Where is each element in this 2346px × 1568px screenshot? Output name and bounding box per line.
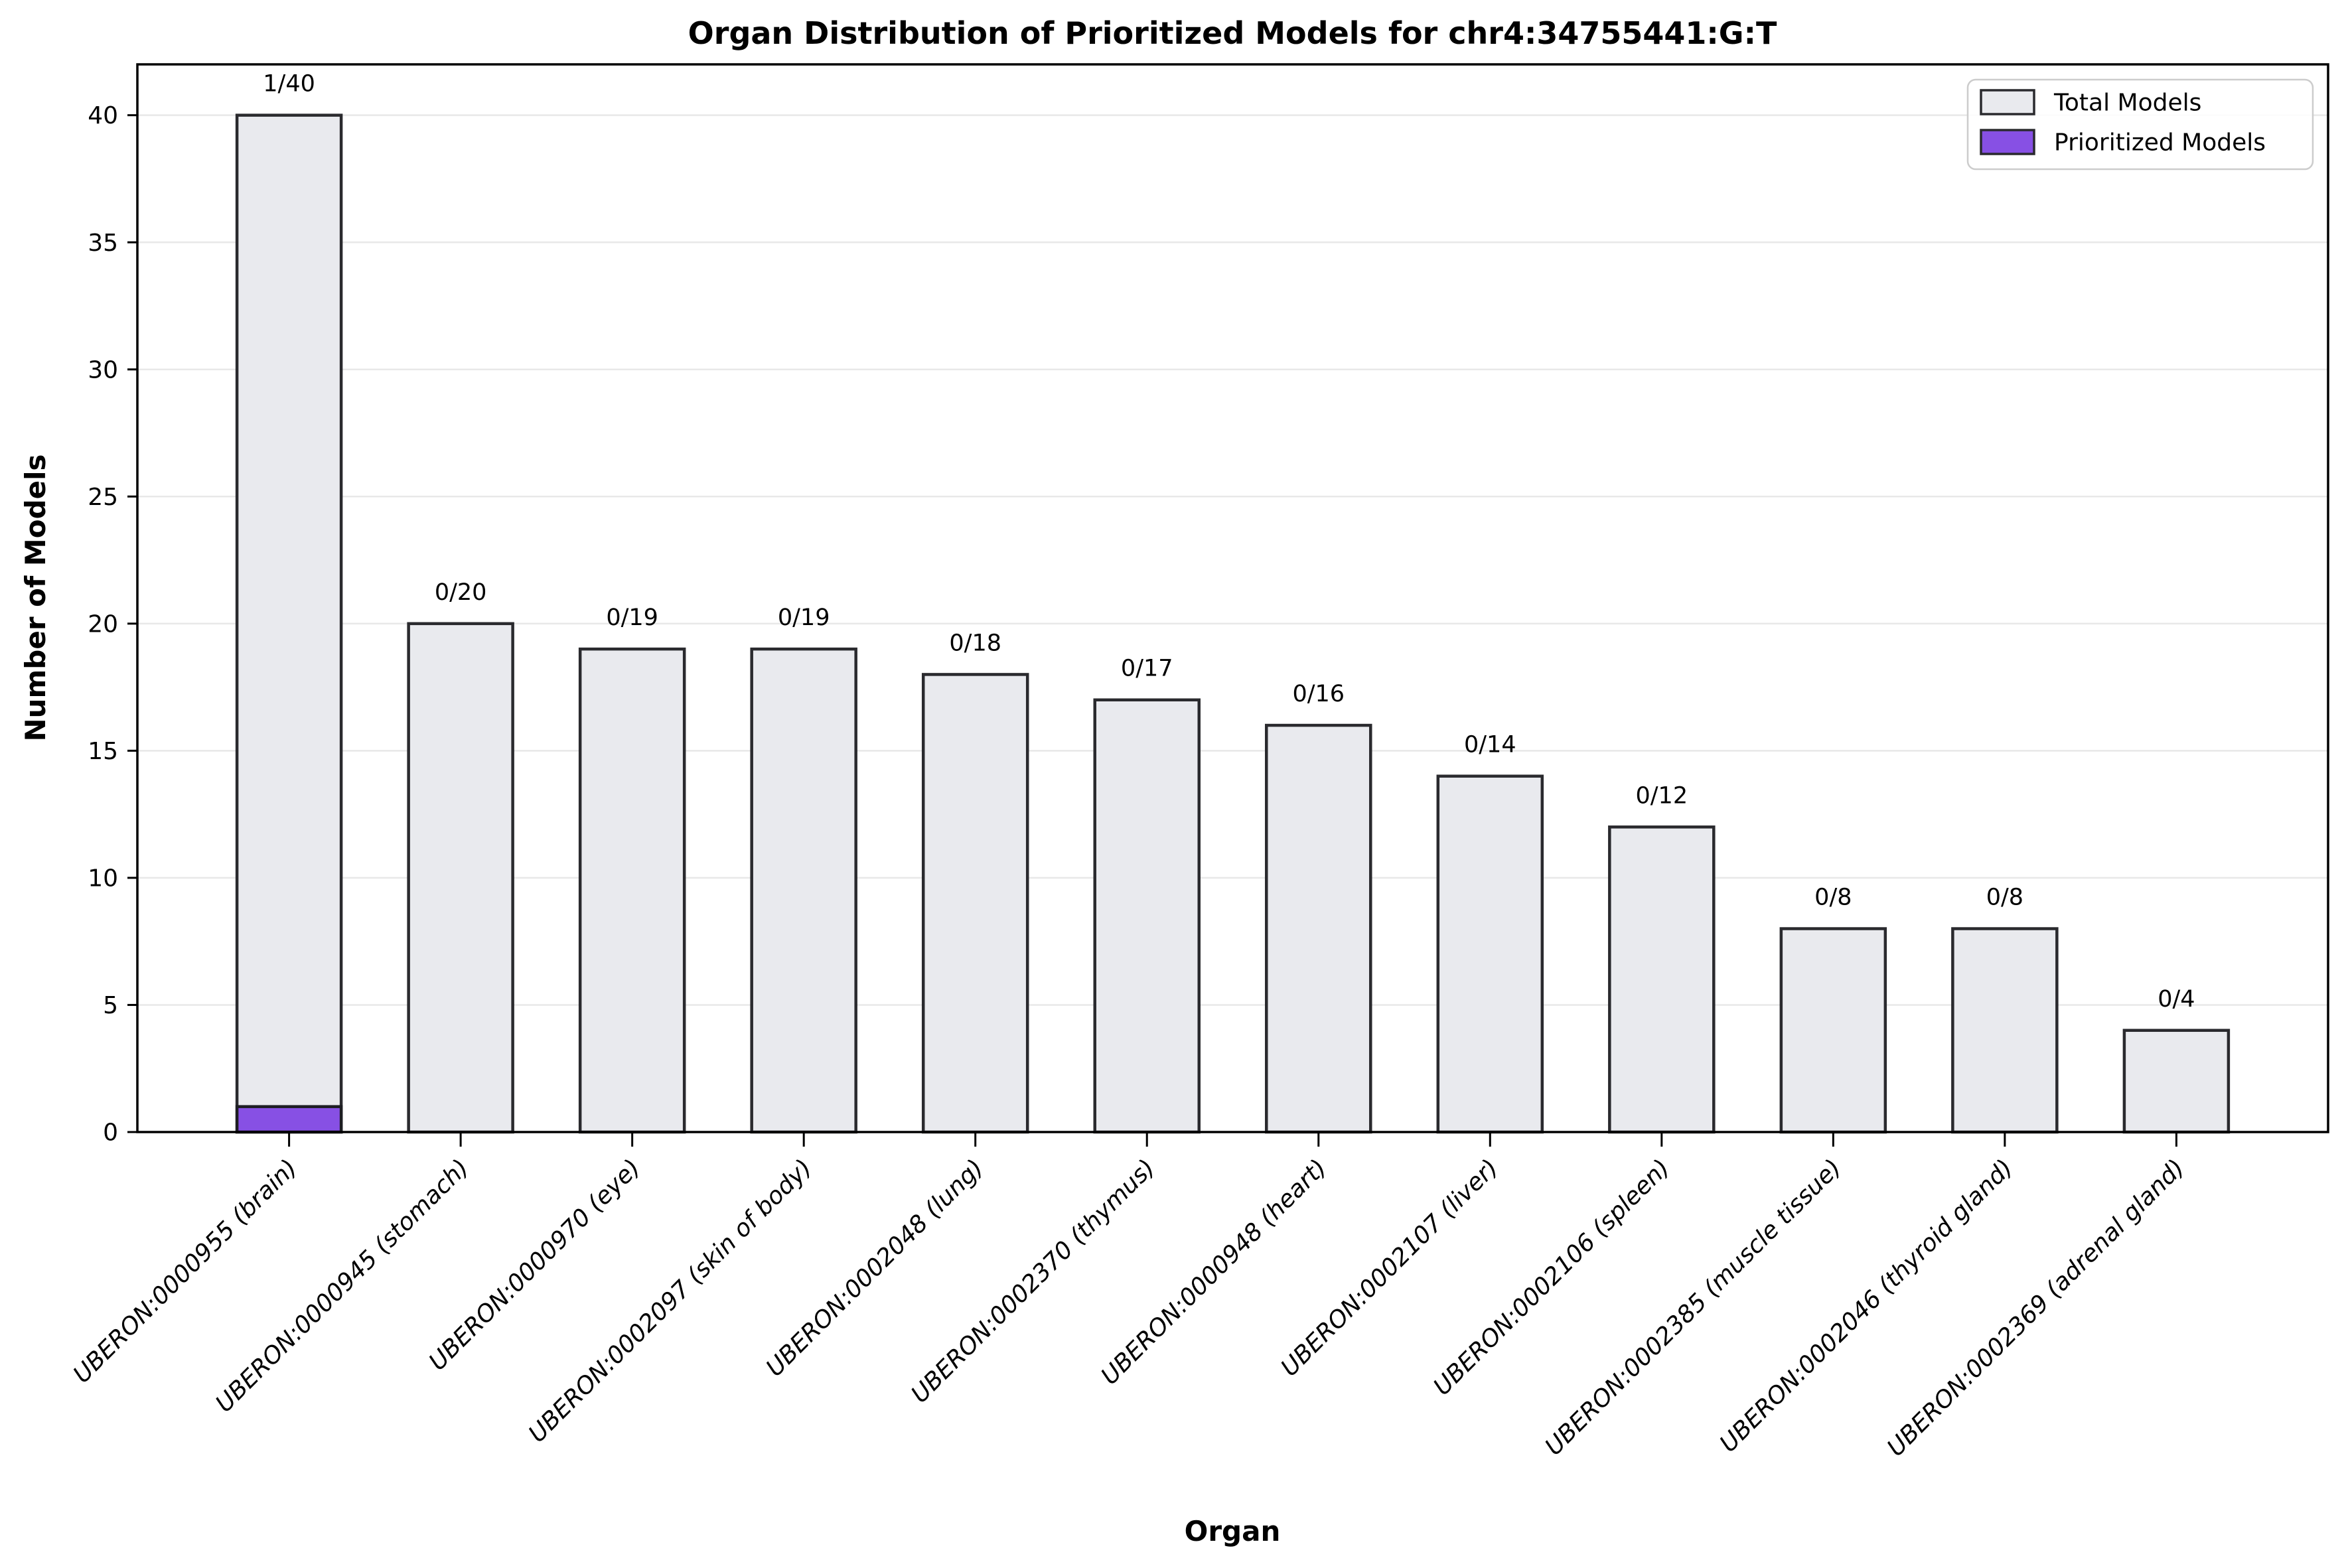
legend: Total Models Prioritized Models — [1966, 78, 2314, 171]
bar-total — [1093, 698, 1201, 1134]
bar-prioritized — [235, 1105, 343, 1134]
y-tick-label: 15 — [88, 738, 118, 765]
bar-total — [1608, 825, 1716, 1134]
y-tick-label: 35 — [88, 230, 118, 257]
y-tick-label: 40 — [88, 102, 118, 129]
bar-total — [750, 647, 857, 1134]
x-tick-label: UBERON:0002046 (thyroid gland) — [1715, 1154, 2019, 1458]
legend-box — [1966, 78, 2314, 171]
bar-total — [1951, 927, 2059, 1134]
x-tick-label: UBERON:0002369 (adrenal gland) — [1882, 1154, 2190, 1462]
x-tick-label: UBERON:0002385 (muscle tissue) — [1540, 1154, 1846, 1461]
bars-layer — [235, 113, 2231, 1134]
legend-swatch-prioritized-models — [1980, 129, 2035, 155]
bar-value-label: 0/4 — [2158, 986, 2195, 1013]
x-axis-title: Organ — [1185, 1515, 1281, 1547]
bar-value-label: 0/14 — [1464, 732, 1516, 758]
plot-spines — [136, 63, 2329, 1133]
bar-total — [1436, 774, 1544, 1134]
legend-swatch-total-models — [1980, 89, 2035, 115]
bar-value-label: 0/8 — [1986, 885, 2023, 911]
bar-value-label: 0/17 — [1121, 656, 1173, 682]
bar-total — [2122, 1029, 2231, 1134]
x-tick-label: UBERON:0002097 (skin of body) — [524, 1154, 818, 1448]
bar-total — [1779, 927, 1887, 1134]
bar-labels-layer: 1/40 0/20 0/19 0/19 0/18 0/17 0/16 0/14 0/12 0/8 0… — [263, 71, 2195, 1013]
y-axis-title: Number of Models — [19, 454, 52, 741]
bar-value-label: 0/20 — [435, 579, 487, 606]
bar-total — [407, 622, 514, 1134]
spines-layer — [136, 63, 2329, 1133]
legend-label-total-models: Total Models — [2053, 90, 2201, 117]
y-tick-label: 5 — [103, 992, 118, 1019]
legend-label-prioritized-models: Prioritized Models — [2054, 129, 2266, 157]
bar-value-label: 0/8 — [1814, 885, 1852, 911]
bar-total — [1265, 723, 1372, 1134]
chart-title: Organ Distribution of Prioritized Models… — [688, 15, 1777, 51]
bar-total — [235, 113, 343, 1134]
bar-value-label: 0/18 — [949, 630, 1001, 656]
y-tick-label: 25 — [88, 484, 118, 511]
axis-ticks-layer — [127, 114, 2177, 1147]
bar-value-label: 1/40 — [263, 71, 315, 98]
bar-total — [578, 647, 686, 1134]
bar-value-label: 0/16 — [1292, 681, 1345, 707]
y-tick-label: 10 — [88, 865, 118, 892]
bar-value-label: 0/19 — [606, 605, 658, 631]
bar-total — [921, 673, 1029, 1134]
bar-value-label: 0/12 — [1636, 782, 1688, 809]
y-tick-label: 0 — [103, 1119, 118, 1147]
bar-value-label: 0/19 — [778, 605, 830, 631]
y-tick-label: 20 — [88, 610, 118, 638]
y-tick-label: 30 — [88, 356, 118, 384]
